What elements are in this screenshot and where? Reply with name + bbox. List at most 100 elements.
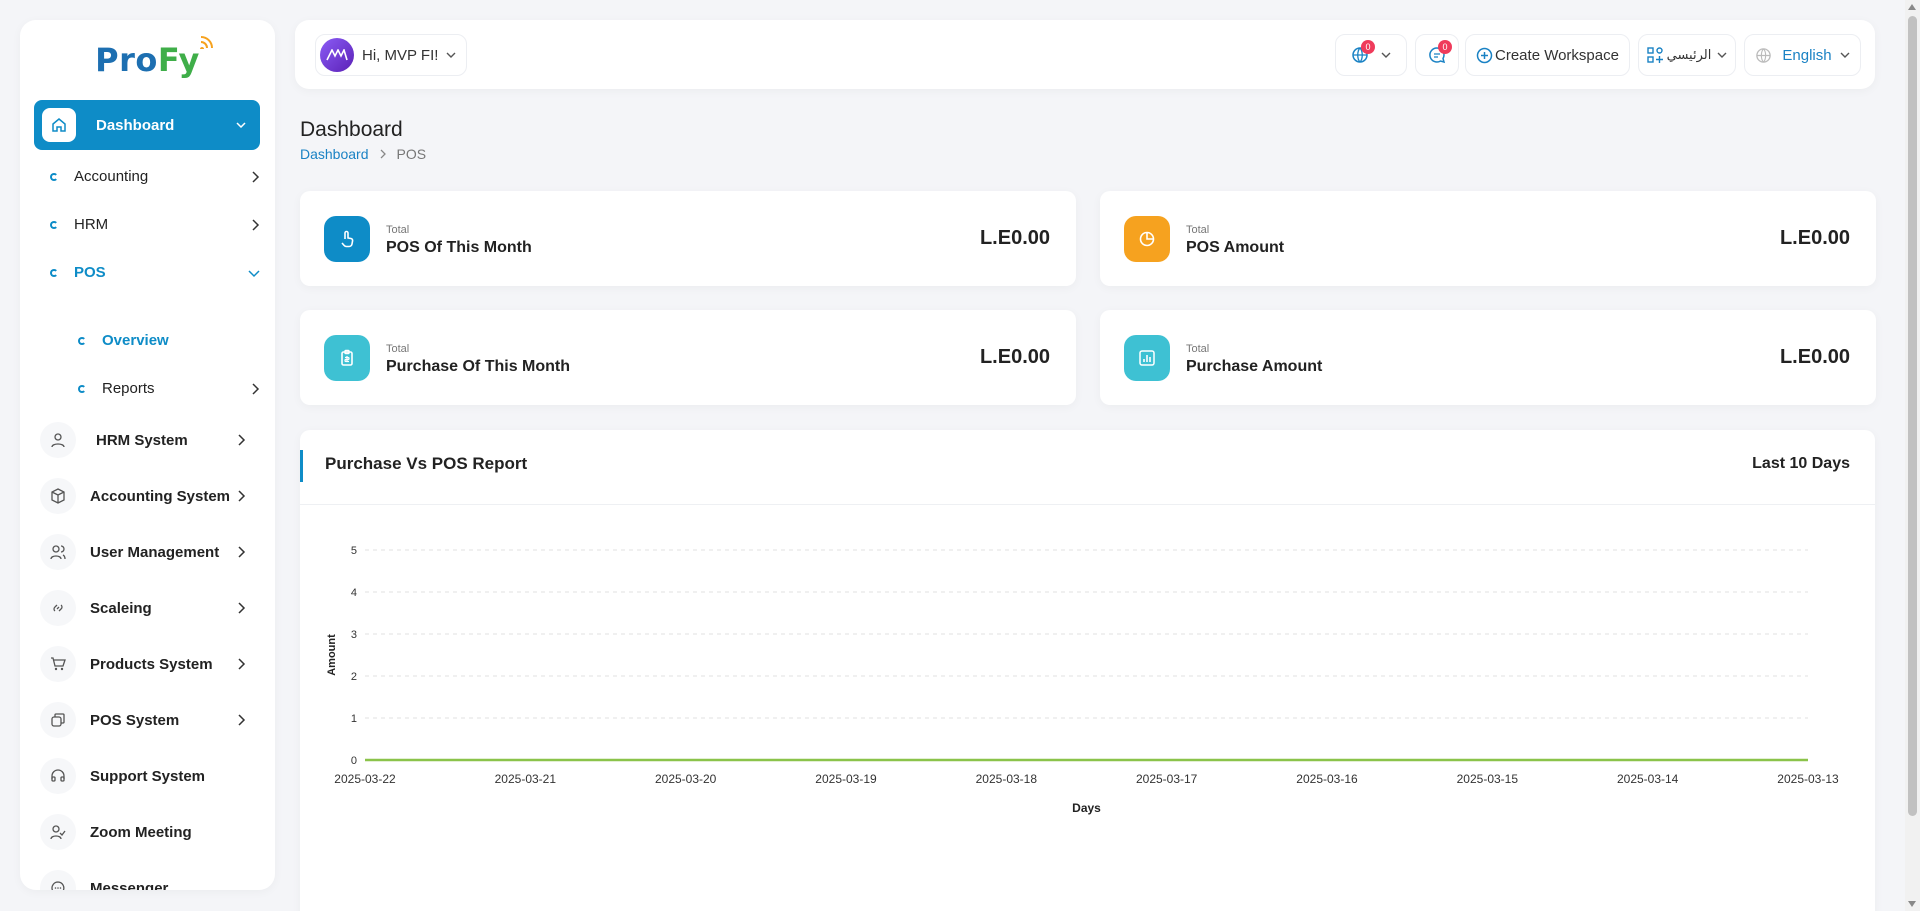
- sidebar-item-label: HRM: [74, 216, 109, 233]
- scroll-up-icon[interactable]: [1908, 4, 1916, 10]
- y-tick-label: 2: [351, 671, 357, 683]
- workspace-menu-button[interactable]: الرئيسي: [1638, 34, 1736, 76]
- create-workspace-button[interactable]: Create Workspace: [1465, 34, 1630, 76]
- sidebar-item-label: Support System: [90, 767, 206, 785]
- sidebar-item-reports[interactable]: Reports: [78, 380, 260, 397]
- stat-value: L.E0.00: [979, 227, 1050, 249]
- stat-value: L.E0.00: [1779, 227, 1850, 249]
- stat-label: Purchase Amount: [1186, 358, 1323, 375]
- create-workspace-label: Create Workspace: [1495, 46, 1619, 64]
- x-tick-label: 2025-03-19: [815, 772, 877, 786]
- sidebar: Pro Fy Dashboard Accounting HRM POS Overv…: [20, 20, 275, 890]
- sidebar-item-accounting[interactable]: Accounting: [50, 168, 260, 185]
- signal-icon: [199, 36, 213, 49]
- scroll-down-icon[interactable]: [1908, 901, 1916, 907]
- chevron-right-icon: [252, 382, 260, 395]
- chevron-right-icon: [238, 434, 246, 446]
- stat-caption: Total: [386, 224, 410, 236]
- chevron-right-icon: [252, 218, 260, 231]
- chevron-down-icon: [446, 52, 456, 58]
- workspace-name: الرئيسي: [1666, 47, 1712, 62]
- user-icon: [40, 422, 76, 458]
- page-scrollbar[interactable]: [1905, 0, 1920, 911]
- scrollbar-thumb[interactable]: [1908, 16, 1917, 816]
- sidebar-item-pos-system[interactable]: POS System: [40, 700, 246, 740]
- avatar: [320, 38, 354, 72]
- users-icon: [40, 534, 76, 570]
- sidebar-item-label: Accounting: [74, 168, 149, 185]
- sidebar-item-messenger[interactable]: Messenger: [40, 868, 246, 890]
- breadcrumb-link-dashboard[interactable]: Dashboard: [300, 146, 369, 162]
- chevron-down-icon: [1840, 52, 1850, 58]
- notification-badge: 0: [1361, 40, 1375, 54]
- clipboard-icon: [324, 335, 370, 381]
- chevron-down-icon: [1717, 52, 1727, 58]
- sidebar-item-overview[interactable]: Overview: [78, 332, 260, 349]
- plus-circle-icon: [1476, 47, 1493, 63]
- bullet-icon: [78, 336, 86, 345]
- stat-label: POS Of This Month: [386, 239, 532, 256]
- stat-card-pos-month: Total POS Of This Month L.E0.00: [300, 191, 1076, 286]
- language-select[interactable]: English: [1744, 34, 1861, 76]
- x-tick-label: 2025-03-13: [1777, 772, 1839, 786]
- sidebar-item-hrm[interactable]: HRM: [50, 216, 260, 233]
- sidebar-item-support-system[interactable]: Support System: [40, 756, 246, 796]
- globe-icon: [1756, 47, 1772, 63]
- language-label: English: [1782, 46, 1832, 64]
- report-header: Purchase Vs POS Report Last 10 Days: [300, 430, 1875, 505]
- stat-label: Purchase Of This Month: [386, 358, 571, 375]
- chevron-down-icon: [1381, 52, 1391, 58]
- hand-pointer-icon: [324, 216, 370, 262]
- x-tick-label: 2025-03-18: [976, 772, 1038, 786]
- sidebar-item-label: POS System: [90, 711, 180, 729]
- home-icon: [42, 108, 76, 142]
- messages-button[interactable]: 0: [1415, 34, 1459, 76]
- y-tick-label: 4: [351, 587, 357, 599]
- sidebar-item-zoom-meeting[interactable]: Zoom Meeting: [40, 812, 246, 852]
- sidebar-item-label: Products System: [90, 655, 213, 673]
- x-tick-label: 2025-03-14: [1617, 772, 1679, 786]
- sidebar-item-label: POS: [74, 264, 106, 281]
- bullet-icon: [50, 172, 58, 181]
- sidebar-item-label: User Management: [90, 543, 220, 561]
- report-range: Last 10 Days: [1752, 455, 1850, 472]
- stat-caption: Total: [1186, 343, 1210, 355]
- chevron-right-icon: [238, 546, 246, 558]
- x-tick-label: 2025-03-16: [1296, 772, 1358, 786]
- box-icon: [40, 478, 76, 514]
- chevron-right-icon: [238, 602, 246, 614]
- chat-icon: 0: [1428, 40, 1452, 64]
- accent-bar: [300, 450, 303, 482]
- stat-caption: Total: [386, 343, 410, 355]
- chevron-right-icon: [380, 149, 386, 159]
- sidebar-item-label: HRM System: [96, 431, 188, 449]
- sidebar-item-pos[interactable]: POS: [50, 264, 260, 281]
- sidebar-item-label: Zoom Meeting: [90, 823, 192, 841]
- sidebar-item-label: Accounting System: [90, 487, 231, 505]
- sidebar-item-user-management[interactable]: User Management: [40, 532, 246, 572]
- profy-logo[interactable]: Pro Fy: [20, 20, 275, 100]
- user-menu-button[interactable]: Hi, MVP FI!: [315, 34, 468, 76]
- sidebar-item-dashboard[interactable]: Dashboard: [34, 100, 260, 150]
- grid-icon: [1646, 47, 1663, 63]
- chevron-right-icon: [252, 170, 260, 183]
- sidebar-item-products-system[interactable]: Products System: [40, 644, 246, 684]
- x-tick-label: 2025-03-22: [334, 772, 396, 786]
- sidebar-item-scaleing[interactable]: Scaleing: [40, 588, 246, 628]
- headset-icon: [40, 758, 76, 794]
- x-tick-label: 2025-03-20: [655, 772, 717, 786]
- sidebar-item-label: Dashboard: [96, 116, 175, 134]
- user-greeting: Hi, MVP FI!: [362, 46, 439, 64]
- sidebar-item-hrm-system[interactable]: HRM System: [40, 420, 246, 460]
- x-axis-label: Days: [1072, 801, 1101, 815]
- globe-menu-button[interactable]: 0: [1335, 34, 1407, 76]
- stat-card-purchase-month: Total Purchase Of This Month L.E0.00: [300, 310, 1076, 405]
- chevron-down-icon: [236, 122, 246, 129]
- y-tick-label: 5: [351, 545, 357, 557]
- bar-chart-icon: [1124, 335, 1170, 381]
- notification-badge: 0: [1438, 40, 1452, 54]
- bullet-icon: [50, 268, 58, 277]
- sidebar-item-accounting-system[interactable]: Accounting System: [40, 476, 246, 516]
- stat-card-pos-amount: Total POS Amount L.E0.00: [1100, 191, 1876, 286]
- user-check-icon: [40, 814, 76, 850]
